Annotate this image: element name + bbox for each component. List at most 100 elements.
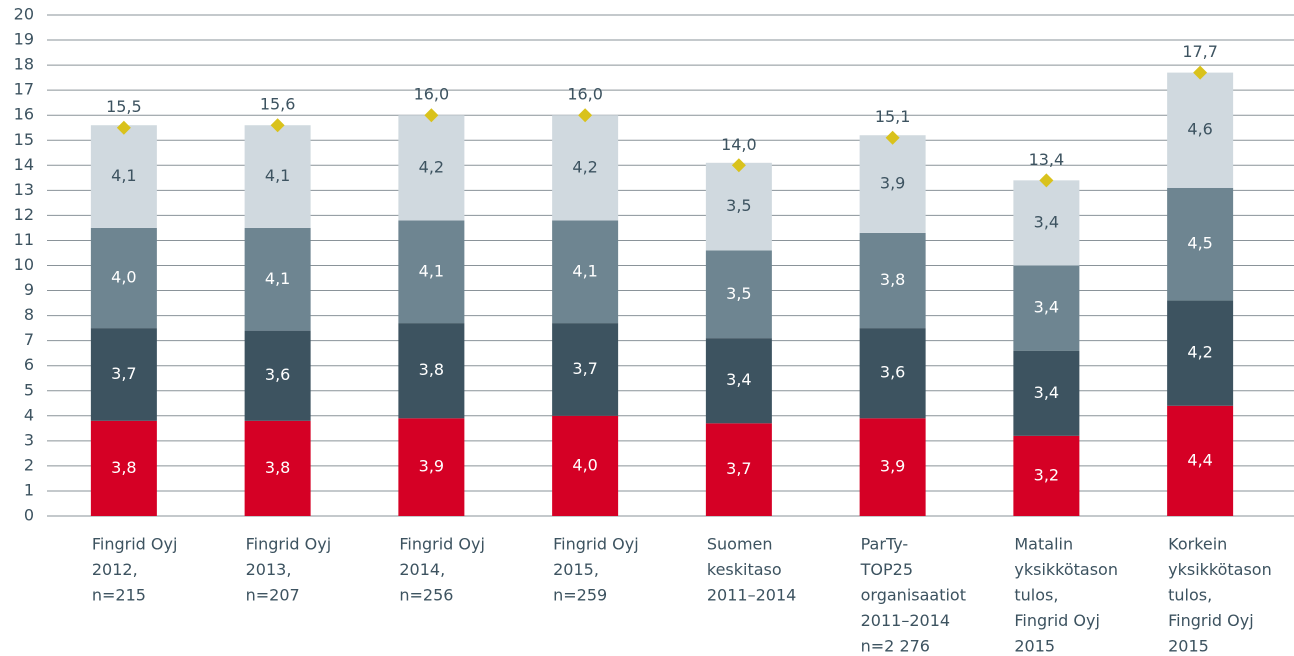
bar-segment xyxy=(244,420,311,516)
value-label: 4,2 xyxy=(572,157,597,176)
value-label: 3,9 xyxy=(880,457,905,476)
x-tick-label: Fingrid Oyj xyxy=(553,535,639,554)
value-label: 4,6 xyxy=(1187,120,1212,139)
total-marker xyxy=(270,118,285,133)
bar-segment xyxy=(552,220,619,324)
bar-segment xyxy=(1167,72,1234,188)
bar-segment xyxy=(398,220,465,324)
bar-segment xyxy=(859,328,926,419)
value-label: 4,1 xyxy=(265,166,290,185)
bar-segment xyxy=(90,420,157,516)
bar-segment xyxy=(1013,435,1080,516)
value-label: 3,5 xyxy=(726,284,751,303)
x-tick-label: n=256 xyxy=(399,586,453,605)
value-label: 4,2 xyxy=(1187,343,1212,362)
value-label: 3,2 xyxy=(1034,465,1059,484)
value-label: 3,8 xyxy=(880,270,905,289)
x-tick-label: Fingrid Oyj xyxy=(92,535,178,554)
value-label: 4,2 xyxy=(419,157,444,176)
value-label: 3,7 xyxy=(572,359,597,378)
bar-segment xyxy=(552,415,619,516)
x-tick-label: yksikkötason xyxy=(1014,560,1118,579)
y-tick-label: 4 xyxy=(24,405,34,424)
y-tick-label: 9 xyxy=(24,280,34,299)
y-tick-label: 12 xyxy=(14,205,34,224)
x-tick-label: Fingrid Oyj xyxy=(399,535,485,554)
total-label: 15,6 xyxy=(260,95,296,114)
value-label: 3,9 xyxy=(419,457,444,476)
x-tick-label: Suomen xyxy=(707,535,773,554)
bar-segment xyxy=(1013,350,1080,436)
x-tick-label: Fingrid Oyj xyxy=(246,535,332,554)
bar-segment xyxy=(244,227,311,331)
value-label: 3,5 xyxy=(726,196,751,215)
total-marker xyxy=(424,108,439,123)
bar-segment xyxy=(90,328,157,421)
y-tick-label: 3 xyxy=(24,430,34,449)
value-label: 4,5 xyxy=(1187,234,1212,253)
y-tick-label: 2 xyxy=(24,455,34,474)
value-label: 3,4 xyxy=(1034,383,1059,402)
value-label: 3,6 xyxy=(880,363,905,382)
bar-segment xyxy=(705,250,772,339)
y-tick-label: 13 xyxy=(14,180,34,199)
value-label: 3,7 xyxy=(111,364,136,383)
y-tick-label: 16 xyxy=(14,105,34,124)
total-label: 16,0 xyxy=(414,85,450,104)
y-tick-label: 0 xyxy=(24,506,34,525)
total-label: 17,7 xyxy=(1182,42,1218,61)
x-tick-label: n=2 276 xyxy=(861,637,930,656)
bar-segment xyxy=(705,338,772,424)
y-tick-label: 8 xyxy=(24,305,34,324)
bar-segment xyxy=(552,323,619,416)
x-tick-label: 2011–2014 xyxy=(861,611,950,630)
total-marker xyxy=(731,158,746,173)
value-label: 3,7 xyxy=(726,459,751,478)
x-tick-label: 2015 xyxy=(1014,637,1055,656)
total-marker xyxy=(885,130,900,145)
y-tick-label: 15 xyxy=(14,130,34,149)
total-label: 13,4 xyxy=(1029,150,1065,169)
bar-segment xyxy=(1167,405,1234,516)
bar-segment xyxy=(244,125,311,228)
value-label: 3,6 xyxy=(265,365,290,384)
bar-segment xyxy=(90,227,157,329)
x-tick-label: keskitaso xyxy=(707,560,782,579)
x-tick-label: Korkein xyxy=(1168,535,1227,554)
y-tick-label: 10 xyxy=(14,255,34,274)
total-label: 15,5 xyxy=(106,97,142,116)
y-tick-label: 1 xyxy=(24,480,34,499)
value-label: 4,4 xyxy=(1187,450,1212,469)
value-label: 4,1 xyxy=(572,261,597,280)
value-label: 3,8 xyxy=(265,458,290,477)
bar-segment xyxy=(552,115,619,221)
x-tick-label: organisaatiot xyxy=(861,586,966,605)
value-label: 4,0 xyxy=(111,268,136,287)
value-label: 3,4 xyxy=(1034,298,1059,317)
value-label: 3,9 xyxy=(880,174,905,193)
x-tick-label: Fingrid Oyj xyxy=(1168,611,1254,630)
value-label: 4,1 xyxy=(111,166,136,185)
x-tick-label: tulos, xyxy=(1014,586,1058,605)
bar-segment xyxy=(398,323,465,419)
y-tick-label: 20 xyxy=(14,5,34,24)
value-label: 4,0 xyxy=(572,455,597,474)
total-label: 15,1 xyxy=(875,107,911,126)
x-tick-label: tulos, xyxy=(1168,586,1212,605)
x-tick-label: 2015 xyxy=(1168,637,1209,656)
y-tick-label: 6 xyxy=(24,355,34,374)
value-label: 4,1 xyxy=(265,269,290,288)
total-marker xyxy=(578,108,593,123)
bar-segment xyxy=(705,423,772,516)
total-marker xyxy=(1193,65,1208,80)
bar-segment xyxy=(90,125,157,228)
y-tick-label: 11 xyxy=(14,230,34,249)
x-tick-label: TOP25 xyxy=(860,560,913,579)
bar-segment xyxy=(705,162,772,251)
y-tick-label: 14 xyxy=(14,155,34,174)
x-tick-label: 2015, xyxy=(553,560,599,579)
x-tick-label: n=215 xyxy=(92,586,146,605)
total-marker xyxy=(1039,173,1054,188)
value-label: 3,8 xyxy=(419,360,444,379)
